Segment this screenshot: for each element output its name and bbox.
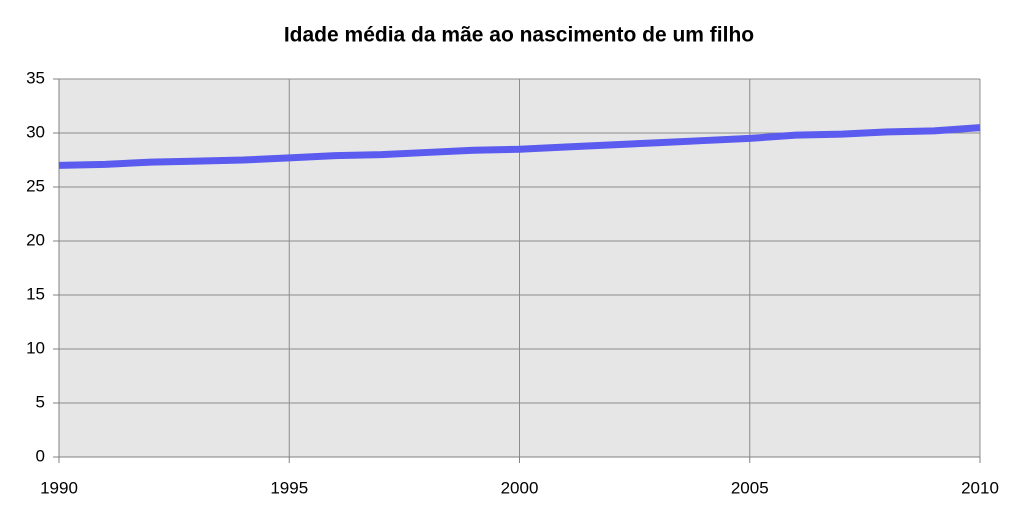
chart-title: Idade média da mãe ao nascimento de um f… bbox=[284, 24, 754, 47]
y-tick-label: 15 bbox=[26, 284, 45, 303]
x-tick-label: 1990 bbox=[40, 478, 78, 497]
x-tick-label: 2010 bbox=[961, 478, 999, 497]
x-tick-label: 2000 bbox=[501, 478, 539, 497]
y-tick-label: 35 bbox=[26, 68, 45, 87]
y-tick-label: 10 bbox=[26, 338, 45, 357]
x-tick-label: 2005 bbox=[731, 478, 769, 497]
y-tick-label: 20 bbox=[26, 230, 45, 249]
y-tick-label: 5 bbox=[36, 392, 45, 411]
y-tick-label: 30 bbox=[26, 122, 45, 141]
x-tick-label: 1995 bbox=[270, 478, 308, 497]
y-tick-label: 25 bbox=[26, 176, 45, 195]
y-tick-label: 0 bbox=[36, 446, 45, 465]
data-line bbox=[58, 124, 981, 169]
